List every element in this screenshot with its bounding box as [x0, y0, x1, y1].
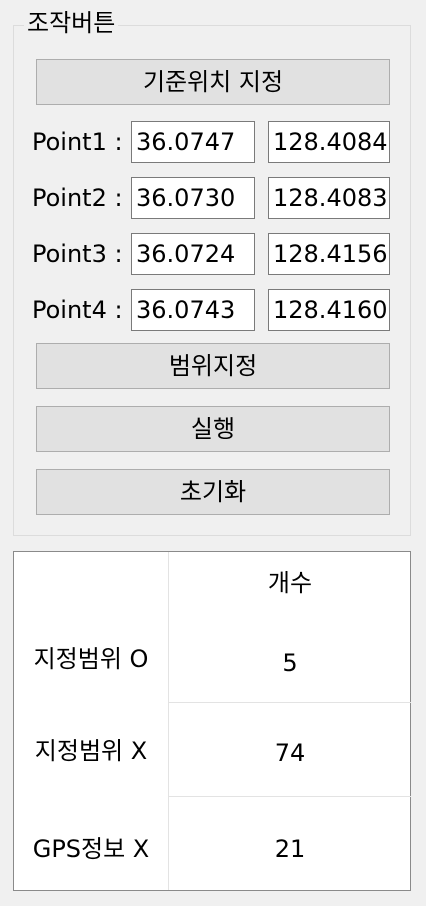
set-range-button[interactable]: 범위지정: [36, 343, 390, 389]
point2-latitude-input[interactable]: [131, 177, 255, 219]
value-in-range: 5: [282, 649, 298, 677]
point2-longitude-input[interactable]: [268, 177, 390, 219]
reset-button[interactable]: 초기화: [36, 469, 390, 515]
row-label-no-gps: GPS정보 X: [32, 835, 150, 863]
point3-longitude-input[interactable]: [268, 233, 390, 275]
point1-label: Point1 :: [32, 128, 123, 156]
point1-longitude-input[interactable]: [268, 121, 390, 163]
point4-label: Point4 :: [32, 296, 123, 324]
point4-latitude-input[interactable]: [131, 289, 255, 331]
run-button[interactable]: 실행: [36, 406, 390, 452]
row-divider: [169, 702, 411, 703]
point2-label: Point2 :: [32, 184, 123, 212]
groupbox-title: 조작버튼: [24, 8, 119, 38]
point3-latitude-input[interactable]: [131, 233, 255, 275]
control-groupbox: [13, 25, 411, 536]
value-out-of-range: 74: [274, 739, 306, 767]
point3-label: Point3 :: [32, 240, 123, 268]
row-label-in-range: 지정범위 O: [33, 645, 149, 673]
point4-longitude-input[interactable]: [268, 289, 390, 331]
count-column-header: 개수: [267, 569, 313, 597]
set-base-location-button[interactable]: 기준위치 지정: [36, 59, 390, 105]
value-no-gps: 21: [274, 835, 306, 863]
point1-latitude-input[interactable]: [131, 121, 255, 163]
row-label-out-of-range: 지정범위 X: [34, 737, 148, 765]
column-divider: [168, 552, 169, 890]
result-table: 개수 지정범위 O 5 지정범위 X 74 GPS정보 X 21: [13, 551, 411, 891]
row-divider: [169, 796, 411, 797]
